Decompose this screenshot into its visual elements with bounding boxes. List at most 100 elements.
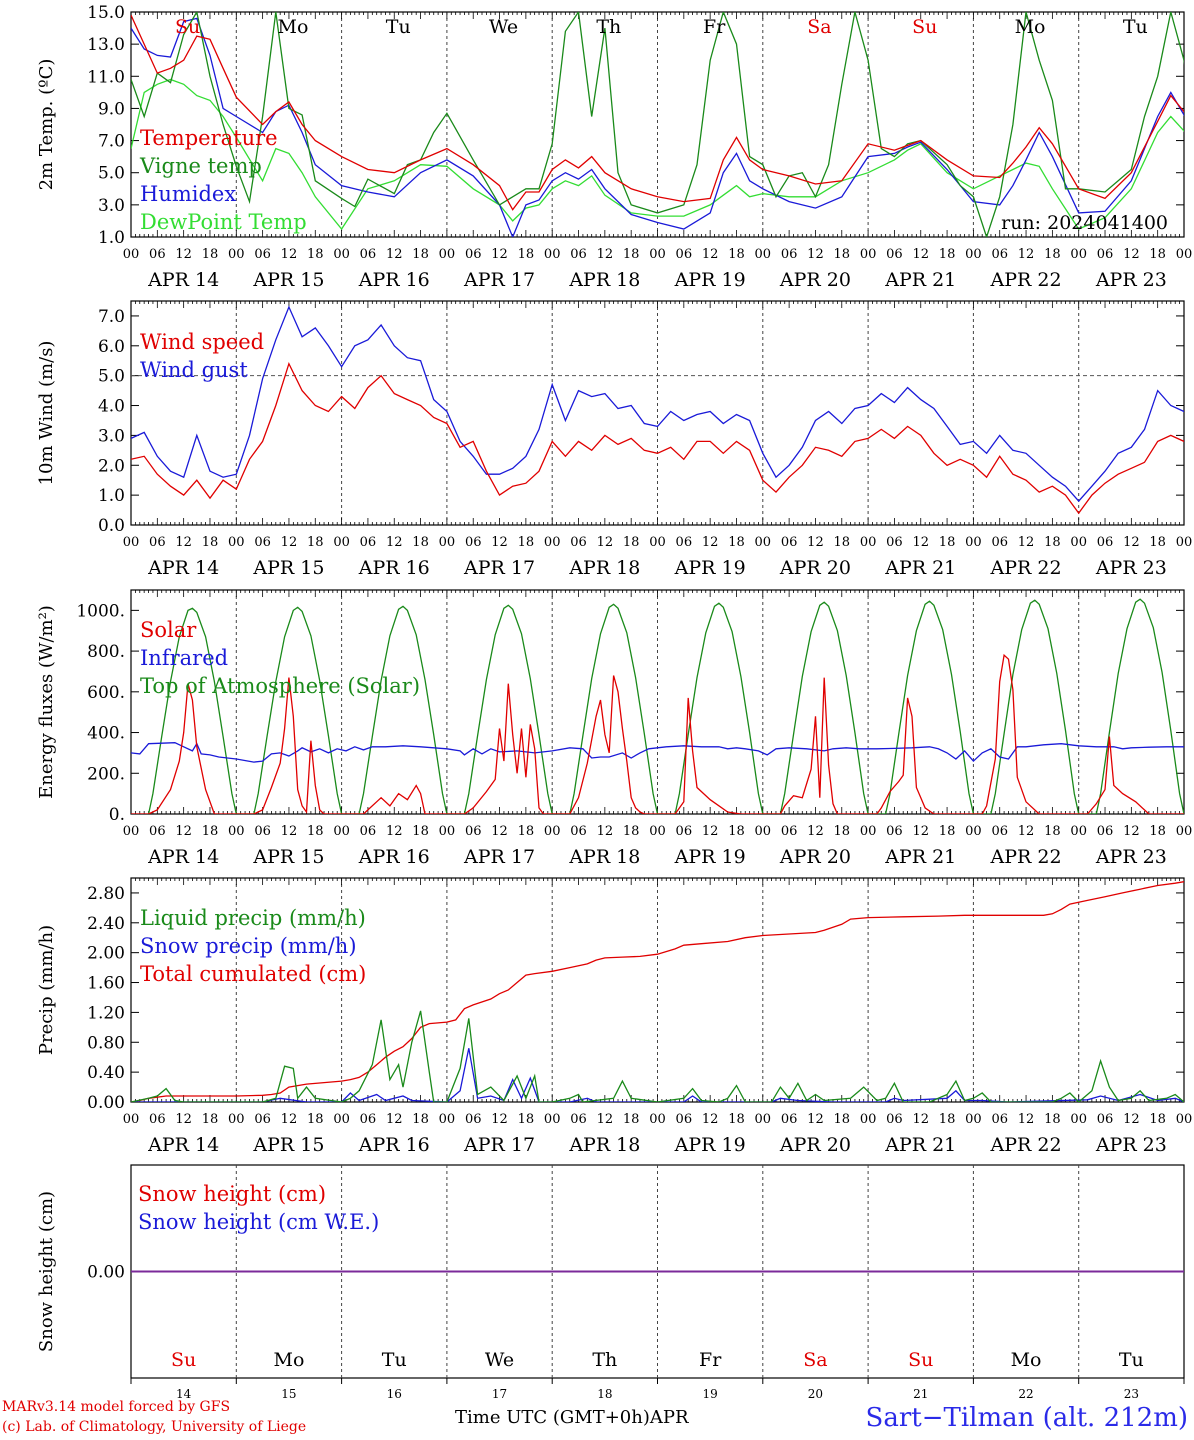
hour-tick-label: 00 xyxy=(333,247,350,262)
hour-tick-label: 06 xyxy=(676,535,693,550)
legend-entry: Total cumulated (cm) xyxy=(140,962,366,986)
weekday-label: Sa xyxy=(807,16,831,38)
hour-tick-label: 12 xyxy=(491,247,508,262)
hour-tick-label: 06 xyxy=(991,824,1008,839)
hour-tick-label: 06 xyxy=(781,824,798,839)
hour-tick-label: 18 xyxy=(1149,1112,1166,1127)
date-label: APR 17 xyxy=(463,269,535,291)
hour-tick-label: 12 xyxy=(597,535,614,550)
hour-tick-label: 12 xyxy=(597,824,614,839)
hour-tick-label: 18 xyxy=(623,824,640,839)
hour-tick-label: 00 xyxy=(439,247,456,262)
weekday-label: Su xyxy=(175,16,200,38)
legend-entry: Humidex xyxy=(140,182,236,206)
y-tick-label: 1.20 xyxy=(87,1003,125,1023)
y-tick-label: 400. xyxy=(87,724,125,744)
date-label: APR 19 xyxy=(674,269,746,291)
hour-tick-label: 06 xyxy=(1097,824,1114,839)
hour-tick-label: 00 xyxy=(123,1112,140,1127)
hour-tick-label: 00 xyxy=(123,247,140,262)
hour-tick-label: 06 xyxy=(676,824,693,839)
day-number-label: 20 xyxy=(808,1387,823,1401)
hour-tick-label: 18 xyxy=(1149,535,1166,550)
hour-tick-label: 00 xyxy=(439,824,456,839)
hour-tick-label: 18 xyxy=(728,535,745,550)
day-number-label: 17 xyxy=(492,1387,507,1401)
hour-tick-label: 06 xyxy=(886,247,903,262)
hour-tick-label: 06 xyxy=(570,247,587,262)
date-label: APR 16 xyxy=(358,269,430,291)
hour-tick-label: 06 xyxy=(149,535,166,550)
day-number-label: 23 xyxy=(1124,1387,1139,1401)
hour-tick-label: 18 xyxy=(834,1112,851,1127)
day-number-label: 18 xyxy=(597,1387,612,1401)
hour-tick-label: 12 xyxy=(386,824,403,839)
hour-tick-label: 18 xyxy=(728,1112,745,1127)
hour-tick-label: 18 xyxy=(623,1112,640,1127)
date-label: APR 15 xyxy=(252,1134,324,1156)
hour-tick-label: 06 xyxy=(1097,1112,1114,1127)
hour-tick-label: 00 xyxy=(755,824,772,839)
day-number-label: 14 xyxy=(176,1387,192,1401)
hour-tick-label: 00 xyxy=(965,535,982,550)
hour-tick-label: 00 xyxy=(649,824,666,839)
y-tick-label: 1.60 xyxy=(87,974,125,994)
hour-tick-label: 00 xyxy=(123,824,140,839)
date-label: APR 20 xyxy=(779,846,851,868)
hour-tick-label: 18 xyxy=(623,247,640,262)
weekday-label: Sa xyxy=(803,1349,827,1371)
y-tick-label: 600. xyxy=(87,683,125,703)
legend-entry: DewPoint Temp xyxy=(140,210,307,234)
hour-tick-label: 06 xyxy=(465,1112,482,1127)
hour-tick-label: 00 xyxy=(965,1112,982,1127)
hour-tick-label: 18 xyxy=(728,824,745,839)
hour-tick-label: 18 xyxy=(518,535,535,550)
hour-tick-label: 00 xyxy=(333,824,350,839)
hour-tick-label: 12 xyxy=(912,535,929,550)
hour-tick-label: 06 xyxy=(781,1112,798,1127)
hour-tick-label: 12 xyxy=(1123,535,1140,550)
day-number-label: 16 xyxy=(387,1387,402,1401)
hour-tick-label: 06 xyxy=(360,535,377,550)
hour-tick-label: 12 xyxy=(807,1112,824,1127)
hour-tick-label: 18 xyxy=(939,535,956,550)
hour-tick-label: 12 xyxy=(281,247,298,262)
hour-tick-label: 18 xyxy=(939,824,956,839)
date-label: APR 15 xyxy=(252,846,324,868)
legend-entry: Snow precip (mm/h) xyxy=(140,934,357,958)
hour-tick-label: 00 xyxy=(1176,824,1193,839)
hour-tick-label: 00 xyxy=(333,535,350,550)
y-axis-label: 10m Wind (m/s) xyxy=(36,341,57,486)
hour-tick-label: 18 xyxy=(834,535,851,550)
hour-tick-label: 18 xyxy=(1149,247,1166,262)
hour-tick-label: 00 xyxy=(1176,247,1193,262)
legend-entry: Wind gust xyxy=(140,358,248,382)
hour-tick-label: 18 xyxy=(307,824,324,839)
hour-tick-label: 12 xyxy=(281,1112,298,1127)
hour-tick-label: 12 xyxy=(912,247,929,262)
hour-tick-label: 18 xyxy=(1044,1112,1061,1127)
hour-tick-label: 00 xyxy=(228,247,245,262)
hour-tick-label: 06 xyxy=(254,535,271,550)
hour-tick-label: 12 xyxy=(597,1112,614,1127)
hour-tick-label: 06 xyxy=(991,247,1008,262)
date-label: APR 14 xyxy=(147,557,219,579)
hour-tick-label: 12 xyxy=(491,1112,508,1127)
date-label: APR 14 xyxy=(147,1134,219,1156)
y-tick-label: 0.40 xyxy=(87,1063,125,1083)
hour-tick-label: 12 xyxy=(175,535,192,550)
date-label: APR 19 xyxy=(674,557,746,579)
legend-entry: Liquid precip (mm/h) xyxy=(140,906,366,930)
hour-tick-label: 00 xyxy=(1070,535,1087,550)
hour-tick-label: 06 xyxy=(1097,535,1114,550)
hour-tick-label: 12 xyxy=(491,824,508,839)
lab-credit: (c) Lab. of Climatology, University of L… xyxy=(2,1419,307,1435)
hour-tick-label: 00 xyxy=(439,1112,456,1127)
weekday-label: Fr xyxy=(703,16,726,38)
date-label: APR 22 xyxy=(990,557,1062,579)
weekday-label: Mo xyxy=(1011,1349,1042,1371)
y-tick-label: 2.80 xyxy=(87,884,125,904)
y-tick-label: 0.00 xyxy=(87,1263,125,1283)
hour-tick-label: 12 xyxy=(702,824,719,839)
